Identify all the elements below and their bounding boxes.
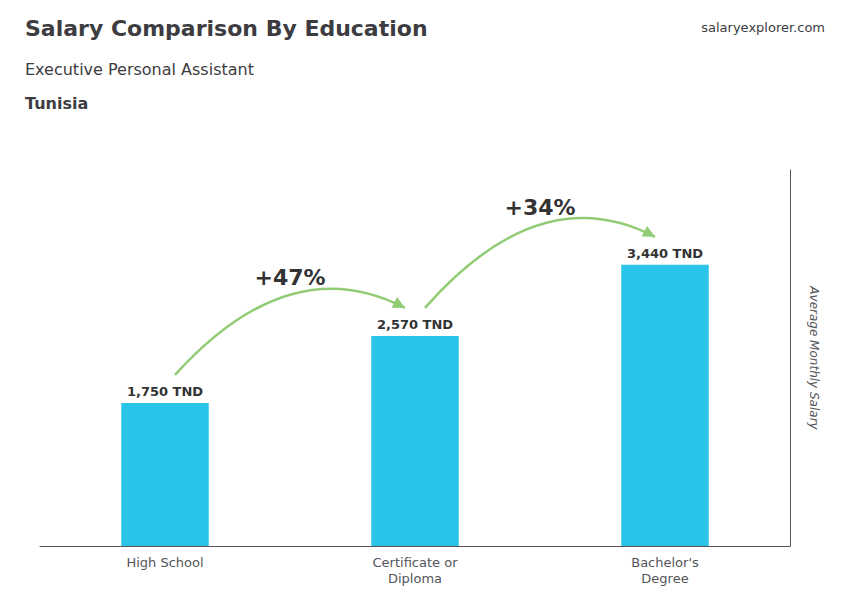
svg-text:+47%: +47% <box>254 265 325 290</box>
svg-text:Degree: Degree <box>641 571 688 586</box>
svg-text:Executive Personal Assistant: Executive Personal Assistant <box>25 60 254 79</box>
svg-text:1,750 TND: 1,750 TND <box>127 384 203 399</box>
svg-text:Certificate or: Certificate or <box>373 555 459 570</box>
svg-text:3,440 TND: 3,440 TND <box>627 246 703 261</box>
svg-text:2,570 TND: 2,570 TND <box>377 317 453 332</box>
svg-text:Tunisia: Tunisia <box>25 94 88 113</box>
svg-text:Salary Comparison By Education: Salary Comparison By Education <box>25 16 428 41</box>
svg-text:Diploma: Diploma <box>388 571 442 586</box>
svg-text:High School: High School <box>126 555 203 570</box>
svg-text:salaryexplorer.com: salaryexplorer.com <box>701 20 825 35</box>
svg-text:Average Monthly Salary: Average Monthly Salary <box>807 285 821 430</box>
svg-text:+34%: +34% <box>504 195 575 220</box>
svg-text:Bachelor's: Bachelor's <box>631 555 699 570</box>
